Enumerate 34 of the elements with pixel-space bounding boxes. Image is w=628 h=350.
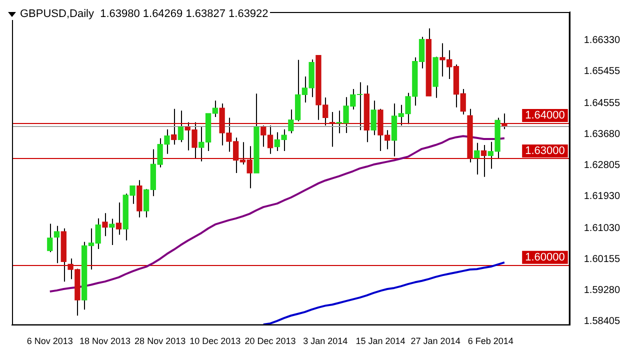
chart-title: GBPUSD,Daily 1.63980 1.64269 1.63827 1.63922 (20, 8, 268, 20)
x-tick-label: 20 Dec 2013 (244, 336, 296, 346)
x-tick-label: 6 Nov 2013 (26, 336, 73, 346)
y-tick-label: 1.61030 (584, 223, 620, 234)
ref-line-label: 1.64000 (525, 110, 565, 122)
x-tick-label: 3 Jan 2014 (303, 336, 348, 346)
x-tick-label: 6 Feb 2014 (468, 336, 514, 346)
candlestick (474, 142, 480, 175)
y-tick-label: 1.65455 (584, 66, 620, 78)
x-tick-label: 27 Jan 2014 (410, 336, 460, 346)
candlestick (102, 212, 108, 237)
y-tick-label: 1.61930 (584, 191, 620, 202)
candlestick (54, 225, 60, 264)
y-tick-label: 1.58405 (584, 316, 620, 328)
y-tick-label: 1.66330 (584, 35, 620, 46)
candlestick (171, 108, 177, 146)
candlestick (116, 202, 122, 236)
x-tick-label: 28 Nov 2013 (134, 336, 186, 346)
y-tick-label: 1.63680 (584, 129, 620, 140)
ref-line-label: 1.63000 (525, 145, 565, 158)
y-tick-label: 1.62805 (584, 160, 620, 172)
candlestick (502, 112, 508, 130)
x-tick-label: 18 Nov 2013 (79, 336, 130, 346)
candlestick (480, 144, 487, 178)
candlestick (370, 100, 376, 136)
candlestick (47, 223, 53, 253)
x-tick-label: 15 Jan 2014 (356, 336, 406, 346)
candlestick (329, 112, 336, 148)
y-tick-label: 1.64555 (584, 98, 620, 110)
x-tick-label: 10 Dec 2013 (190, 336, 241, 346)
candlestick (178, 110, 184, 143)
y-tick-label: 1.60155 (584, 254, 620, 266)
y-tick-label: 1.59280 (584, 285, 620, 296)
ref-line-label: 1.60000 (525, 251, 565, 264)
